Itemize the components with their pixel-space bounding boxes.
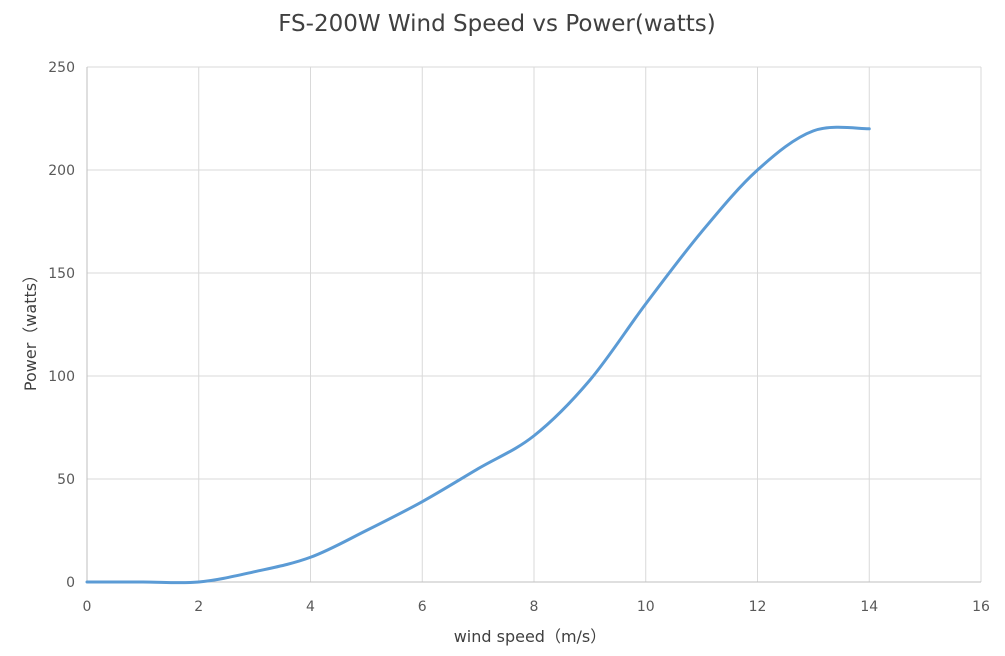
x-axis-label: wind speed（m/s） (454, 627, 607, 646)
y-axis-label: Power（watts） (21, 267, 40, 391)
series-layer (85, 125, 871, 585)
x-tick-label: 12 (749, 599, 767, 615)
y-tick-label: 0 (66, 575, 75, 591)
x-tick-label: 8 (530, 599, 539, 615)
x-tick-label: 6 (418, 599, 427, 615)
x-tick-labels: 0 2 4 6 8 10 12 14 16 (83, 599, 990, 615)
x-tick-label: 14 (860, 599, 878, 615)
axes (86, 67, 981, 583)
x-tick-label: 10 (637, 599, 655, 615)
grid (87, 66, 982, 582)
chart-title: FS-200W Wind Speed vs Power(watts) (278, 11, 716, 37)
x-tick-label: 4 (306, 599, 315, 615)
x-tick-label: 2 (194, 599, 203, 615)
y-tick-label: 250 (48, 60, 75, 76)
y-tick-label: 150 (48, 266, 75, 282)
y-tick-label: 100 (48, 369, 75, 385)
y-tick-labels: 0 50 100 150 200 250 (48, 60, 75, 591)
y-tick-label: 50 (57, 472, 75, 488)
x-tick-label: 16 (972, 599, 990, 615)
y-tick-label: 200 (48, 163, 75, 179)
series-line (85, 125, 871, 585)
x-tick-label: 0 (83, 599, 92, 615)
